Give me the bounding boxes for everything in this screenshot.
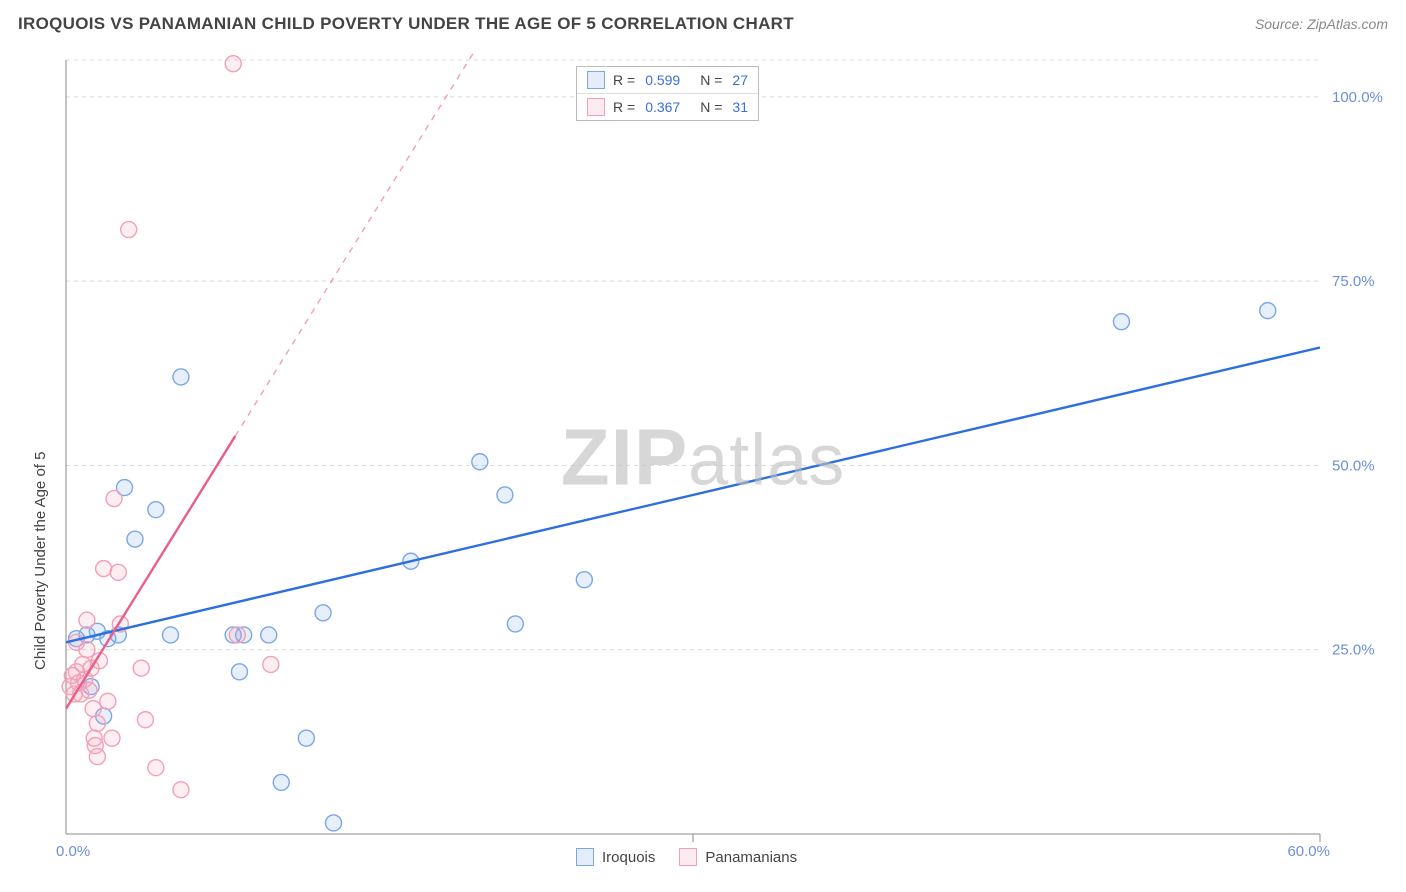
legend-swatch [587, 98, 605, 116]
svg-text:100.0%: 100.0% [1332, 89, 1383, 106]
series-legend: Iroquois Panamanians [576, 848, 797, 866]
chart-area: Child Poverty Under the Age of 5 25.0% 50… [18, 50, 1388, 874]
legend-n-value: 27 [732, 72, 748, 88]
legend-swatch [587, 71, 605, 89]
legend-n-label: N = [700, 99, 722, 115]
series-name: Iroquois [602, 849, 655, 866]
legend-r-label: R = [613, 99, 635, 115]
y-axis-label: Child Poverty Under the Age of 5 [32, 452, 49, 670]
legend-r-label: R = [613, 72, 635, 88]
series-name: Panamanians [705, 849, 797, 866]
svg-text:60.0%: 60.0% [1287, 843, 1330, 860]
legend-item: Panamanians [679, 848, 797, 866]
svg-text:50.0%: 50.0% [1332, 457, 1375, 474]
legend-row: R = 0.367 N = 31 [577, 94, 758, 120]
legend-r-value: 0.599 [645, 72, 680, 88]
legend-n-value: 31 [732, 99, 748, 115]
legend-row: R = 0.599 N = 27 [577, 67, 758, 94]
legend-r-value: 0.367 [645, 99, 680, 115]
svg-text:0.0%: 0.0% [56, 843, 90, 860]
chart-title: IROQUOIS VS PANAMANIAN CHILD POVERTY UND… [18, 14, 794, 34]
source-label: Source: ZipAtlas.com [1255, 16, 1388, 32]
legend-swatch [576, 848, 594, 866]
legend-n-label: N = [700, 72, 722, 88]
scatter-plot: 25.0% 50.0% 75.0% 100.0% 0.0% 60.0% [18, 50, 1388, 874]
legend-item: Iroquois [576, 848, 655, 866]
svg-text:25.0%: 25.0% [1332, 642, 1375, 659]
correlation-legend: R = 0.599 N = 27 R = 0.367 N = 31 [576, 66, 759, 121]
svg-text:75.0%: 75.0% [1332, 273, 1375, 290]
legend-swatch [679, 848, 697, 866]
